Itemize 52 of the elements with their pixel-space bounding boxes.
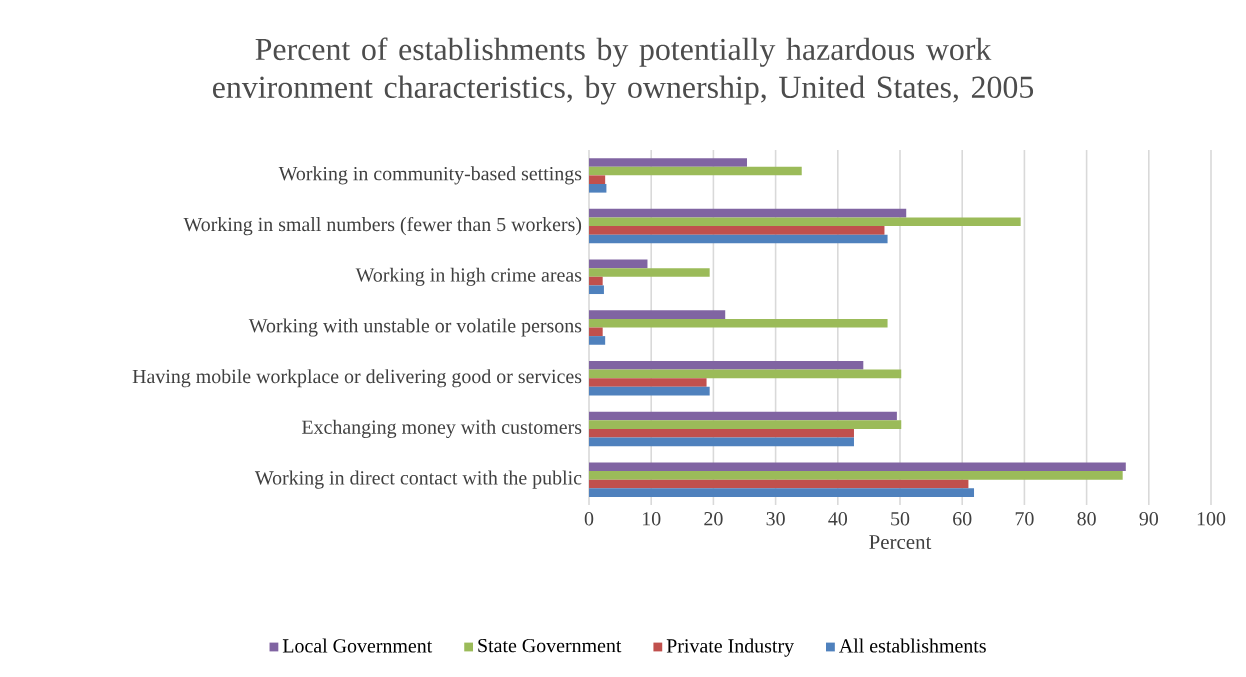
x-tick-label: 70	[1015, 512, 1034, 526]
y-tick-label: Working in high crime areas	[355, 267, 582, 286]
bar	[589, 488, 975, 497]
bar	[589, 285, 604, 295]
bar	[589, 428, 854, 438]
x-tick-label: 90	[1139, 512, 1159, 526]
bar	[589, 386, 710, 396]
bar	[589, 217, 1021, 227]
bar	[589, 360, 864, 370]
bar	[589, 479, 969, 489]
bar	[589, 369, 902, 379]
x-tick-label: 50	[891, 512, 910, 526]
x-tick-label: 80	[1077, 512, 1096, 526]
bar	[589, 259, 648, 269]
bar	[589, 234, 888, 244]
y-tick-label: Working in small numbers (fewer than 5 workers)	[183, 216, 582, 236]
bar	[589, 318, 888, 328]
legend-label: State Government	[478, 638, 622, 653]
x-tick-label: 40	[828, 512, 848, 526]
bar	[589, 327, 603, 337]
bar	[589, 175, 606, 184]
bar	[589, 310, 726, 319]
bar	[589, 268, 710, 277]
bar	[589, 276, 603, 286]
bar	[589, 378, 707, 387]
bar	[589, 336, 606, 345]
legend-label: Local Government	[282, 638, 433, 653]
x-tick-label: 100	[1197, 512, 1226, 526]
legend-label: Private Industry	[666, 638, 794, 657]
y-tick-label: Working in community-based settings	[278, 166, 582, 185]
bar	[589, 437, 854, 447]
x-tick-label: 10	[642, 512, 661, 526]
y-tick-label: Working with unstable or volatile persons	[248, 318, 582, 337]
bar	[589, 166, 802, 176]
y-tick-label: Exchanging money with customers	[301, 419, 582, 439]
y-tick-label: Having mobile workplace or delivering good or services	[132, 369, 582, 388]
x-tick-label: 0	[584, 512, 594, 526]
bar	[589, 471, 1123, 480]
bar	[589, 158, 747, 167]
bar	[589, 411, 897, 421]
x-tick-label: 30	[766, 512, 785, 526]
bar	[589, 183, 607, 193]
x-axis-title: Percent	[869, 535, 932, 550]
bar	[589, 420, 902, 429]
bar	[589, 226, 885, 235]
bar	[589, 462, 1126, 472]
x-tick-label: 60	[953, 512, 972, 526]
chart-title: Percent of establishments by potentially hazardous work environment characteristics, by ownership, United States, 2005	[213, 37, 1034, 105]
x-tick-label: 20	[704, 512, 723, 526]
legend-label: All establishments	[839, 638, 986, 653]
y-tick-label: Working in direct contact with the public	[254, 470, 582, 489]
bar	[589, 208, 907, 218]
